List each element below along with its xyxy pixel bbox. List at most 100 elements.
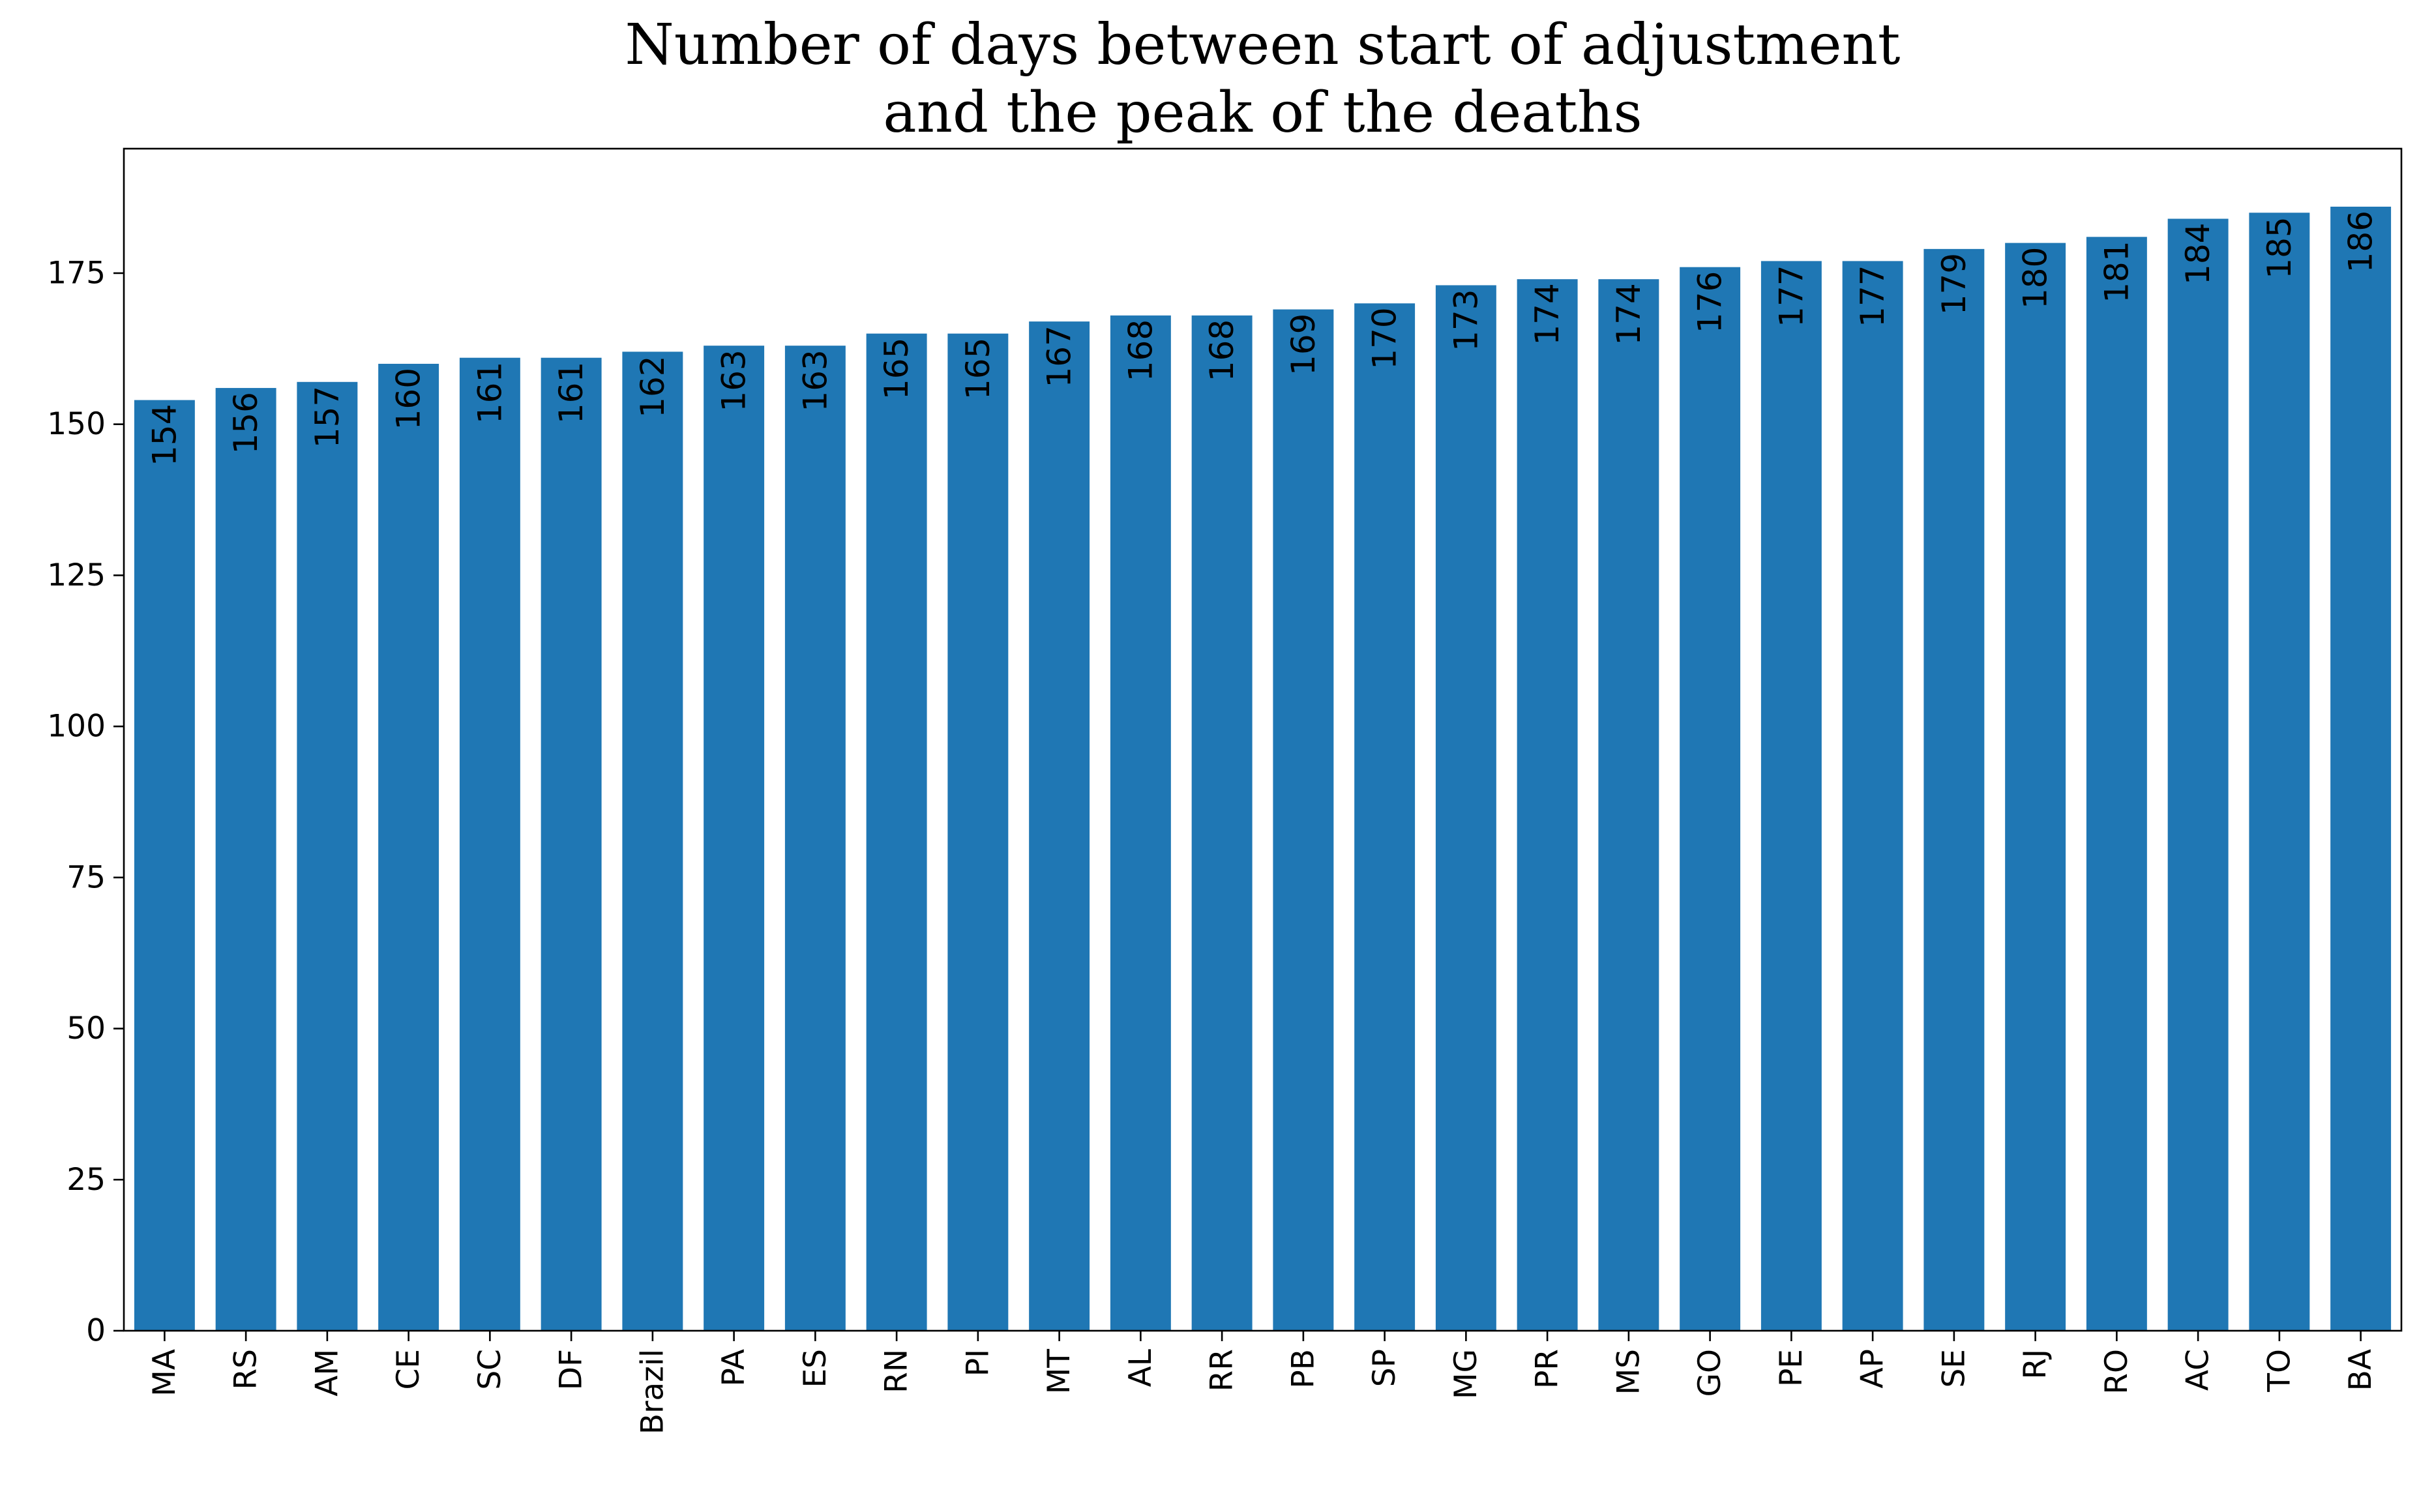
- bar-value-label-mg: 173: [1447, 289, 1485, 351]
- bar-value-label-pe: 177: [1772, 265, 1810, 327]
- bar-mt: [1029, 321, 1090, 1331]
- bar-pr: [1517, 279, 1578, 1331]
- x-tick-label-ce: CE: [391, 1349, 426, 1390]
- bar-value-label-sc: 161: [471, 362, 509, 424]
- bar-rj: [2005, 243, 2066, 1331]
- bar-value-label-al: 168: [1121, 319, 1159, 381]
- bar-brazil: [622, 351, 683, 1331]
- bar-value-label-ms: 174: [1610, 283, 1648, 345]
- bar-rs: [215, 388, 276, 1331]
- x-tick-label-al: AL: [1123, 1349, 1159, 1387]
- y-tick-label-50: 50: [67, 1011, 106, 1046]
- plot-area-frame: [123, 147, 2403, 1332]
- bar-sc: [459, 357, 520, 1331]
- bar-value-label-rj: 180: [2017, 247, 2055, 309]
- chart-title: Number of days between start of adjustme…: [625, 12, 1901, 145]
- bar-value-label-ce: 160: [390, 368, 428, 430]
- x-tick-label-ap: AP: [1855, 1349, 1891, 1389]
- bar-se: [1923, 248, 1985, 1331]
- x-tick-label-am: AM: [309, 1349, 345, 1397]
- x-tick-label-rj: RJ: [2017, 1349, 2053, 1380]
- bar-al: [1110, 315, 1171, 1331]
- x-tick-label-brazil: Brazil: [634, 1349, 670, 1434]
- bar-es: [784, 346, 846, 1331]
- x-tick-label-rn: RN: [879, 1349, 915, 1393]
- x-tick-label-ac: AC: [2180, 1349, 2216, 1391]
- bar-ac: [2167, 218, 2229, 1331]
- bar-pe: [1760, 261, 1822, 1331]
- bar-pa: [704, 346, 765, 1331]
- x-axis: MA RS AM CE SC DF Brazil PA ES RN PI MT AL RR PB SP MG PR…: [147, 1331, 2379, 1434]
- y-tick-label-75: 75: [67, 859, 106, 895]
- bar-value-label-to: 185: [2261, 216, 2298, 278]
- bar-value-label-rs: 156: [227, 392, 265, 454]
- bar-ms: [1598, 279, 1659, 1331]
- x-tick-label-ba: BA: [2343, 1349, 2379, 1391]
- bar-ce: [378, 363, 439, 1331]
- bar-value-label-mt: 167: [1041, 325, 1078, 387]
- bar-value-label-se: 179: [1935, 253, 1973, 315]
- bar-ro: [2086, 237, 2147, 1331]
- bar-am: [297, 381, 358, 1331]
- bar-value-label-go: 176: [1691, 271, 1729, 333]
- bar-sp: [1354, 303, 1416, 1331]
- x-tick-label-mt: MT: [1041, 1349, 1077, 1395]
- bar-value-label-pb: 169: [1284, 314, 1322, 376]
- bar-value-label-pa: 163: [715, 349, 753, 411]
- chart-title-line-1: Number of days between start of adjustme…: [625, 12, 1901, 78]
- bar-go: [1680, 267, 1741, 1331]
- x-tick-label-es: ES: [797, 1349, 833, 1388]
- x-tick-label-pi: PI: [960, 1349, 996, 1376]
- bar-mg: [1435, 285, 1496, 1331]
- x-tick-label-sc: SC: [472, 1349, 508, 1390]
- bar-ma: [134, 400, 195, 1331]
- bar-value-label-pr: 174: [1528, 283, 1566, 345]
- x-tick-label-rs: RS: [228, 1349, 264, 1390]
- y-tick-label-175: 175: [47, 255, 106, 291]
- y-tick-label-100: 100: [47, 709, 106, 745]
- bar-value-label-sp: 170: [1366, 307, 1404, 369]
- y-tick-label-150: 150: [47, 406, 106, 442]
- bar-value-label-ba: 186: [2342, 211, 2380, 273]
- x-tick-label-pe: PE: [1773, 1349, 1809, 1387]
- y-tick-label-125: 125: [47, 557, 106, 593]
- y-axis: 0 25 50 75 100 125 150 175: [47, 255, 124, 1349]
- bar-pi: [947, 333, 1009, 1331]
- bar-ap: [1842, 261, 1903, 1331]
- bar-pb: [1273, 309, 1334, 1331]
- bar-rr: [1191, 315, 1253, 1331]
- x-tick-label-pr: PR: [1530, 1349, 1566, 1389]
- bar-value-label-df: 161: [552, 362, 590, 424]
- x-tick-label-ms: MS: [1610, 1349, 1646, 1395]
- y-tick-label-25: 25: [67, 1162, 106, 1198]
- x-tick-label-pb: PB: [1285, 1349, 1321, 1389]
- bar-df: [541, 357, 602, 1331]
- bar-to: [2249, 213, 2310, 1331]
- x-tick-label-df: DF: [554, 1349, 589, 1390]
- x-tick-label-ro: RO: [2099, 1349, 2135, 1395]
- bar-value-label-ma: 154: [145, 404, 183, 466]
- x-tick-label-mg: MG: [1448, 1349, 1484, 1399]
- bar-value-label-am: 157: [308, 386, 346, 448]
- chart-title-line-2: and the peak of the deaths: [883, 80, 1642, 145]
- bar-series: [134, 206, 2392, 1331]
- x-tick-label-rr: RR: [1204, 1349, 1240, 1391]
- bar-value-label-brazil: 162: [634, 355, 672, 417]
- x-tick-label-pa: PA: [716, 1349, 752, 1387]
- x-tick-label-to: TO: [2261, 1349, 2297, 1393]
- bar-value-label-rn: 165: [878, 338, 915, 400]
- y-tick-label-0: 0: [86, 1313, 106, 1349]
- bar-value-label-rr: 168: [1203, 319, 1241, 381]
- x-tick-label-sp: SP: [1367, 1349, 1402, 1387]
- x-tick-label-go: GO: [1692, 1349, 1728, 1397]
- bar-value-label-es: 163: [796, 349, 834, 411]
- x-tick-label-se: SE: [1936, 1349, 1972, 1388]
- bar-value-label-ap: 177: [1854, 265, 1892, 327]
- bar-value-labels: 154 156 157 160 161 161 162 163 163 165 165 167 168 1…: [145, 211, 2379, 466]
- bar-ba: [2330, 206, 2392, 1331]
- bar-value-label-pi: 165: [959, 338, 997, 400]
- bar-rn: [866, 333, 927, 1331]
- bar-value-label-ac: 184: [2179, 223, 2217, 285]
- bar-value-label-ro: 181: [2098, 241, 2135, 303]
